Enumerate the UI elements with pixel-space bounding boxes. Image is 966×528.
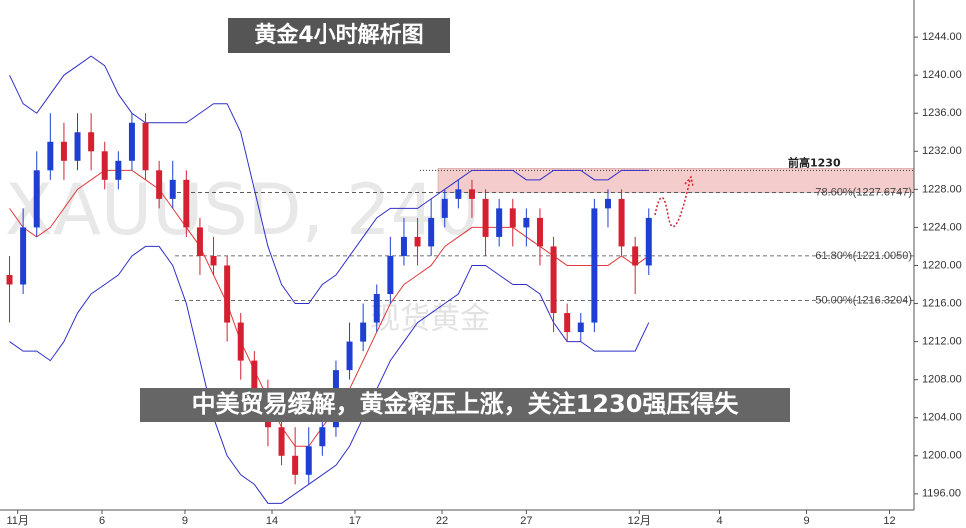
candle-body <box>33 170 40 228</box>
candle-body <box>169 179 176 199</box>
x-tick-label: 9 <box>803 515 809 527</box>
candle-body <box>196 227 203 256</box>
candle-body <box>387 255 394 295</box>
candle-body <box>577 322 584 333</box>
candle-body <box>604 198 611 209</box>
forecast-arrow <box>684 175 694 187</box>
watermark: 现货黄金 <box>370 302 490 337</box>
resistance-label: 前高1230 <box>788 155 841 169</box>
x-tick-label: 12 <box>883 515 895 527</box>
candle-body <box>74 132 81 161</box>
y-tick-label: 1204.00 <box>922 412 962 424</box>
candle-body <box>428 217 435 247</box>
candle-body <box>455 189 462 199</box>
candle-body <box>523 217 530 228</box>
y-tick-label: 1228.00 <box>922 183 962 195</box>
y-tick-label: 1216.00 <box>922 297 962 309</box>
candle-body <box>400 236 407 256</box>
candle-body <box>550 246 557 314</box>
candle-body <box>618 198 625 247</box>
candle-body <box>278 427 285 456</box>
candle-body <box>47 141 54 171</box>
candle-body <box>482 198 489 237</box>
candle-body <box>414 236 421 247</box>
y-tick-label: 1244.00 <box>922 31 962 43</box>
candle-body <box>509 208 516 228</box>
candle-body <box>632 246 639 266</box>
y-tick-label: 1220.00 <box>922 259 962 271</box>
watermark: XAUUSD, 240 <box>5 169 480 251</box>
candle-body <box>346 341 353 371</box>
background-layer: XAUUSD, 240 现货黄金 <box>5 168 915 337</box>
candle-body <box>360 322 367 342</box>
subtitle-box <box>140 388 790 422</box>
candle-body <box>210 255 217 266</box>
chart-subtitle: 中美贸易缓解，黄金释压上涨，关注1230强压得失 <box>192 390 740 418</box>
candle-body <box>305 446 312 475</box>
candle-body <box>468 189 475 199</box>
y-tick-label: 1240.00 <box>922 69 962 81</box>
band-line <box>9 55 649 305</box>
x-tick-label: 22 <box>436 515 448 527</box>
candle-body <box>156 170 163 199</box>
y-tick-label: 1232.00 <box>922 145 962 157</box>
fib-label: 50.00%(1216.3204) <box>815 294 912 306</box>
band-line <box>9 245 650 504</box>
candle-body <box>536 217 543 247</box>
candle-body <box>564 313 571 333</box>
y-tick-label: 1236.00 <box>922 107 962 119</box>
x-tick-label: 6 <box>99 515 105 527</box>
candle-body <box>128 122 135 161</box>
candle-body <box>115 160 122 180</box>
fib-label: 61.80%(1221.0050) <box>815 250 912 262</box>
candle-body <box>496 208 503 237</box>
candle-body <box>251 360 258 399</box>
candle-body <box>142 122 149 171</box>
x-tick-label: 17 <box>349 515 361 527</box>
x-tick-label: 14 <box>266 515 278 527</box>
candle-body <box>441 198 448 218</box>
y-tick-label: 1212.00 <box>922 335 962 347</box>
y-tick-label: 1208.00 <box>922 374 962 386</box>
candle-body <box>101 151 108 180</box>
x-tick-label: 9 <box>182 515 188 527</box>
candle-body <box>88 132 95 152</box>
title-box <box>228 18 450 53</box>
candle-body <box>224 265 231 323</box>
candle-body <box>591 208 598 323</box>
x-tick-label: 12月 <box>628 515 651 527</box>
candle-body <box>373 294 380 323</box>
candle-body <box>60 141 67 161</box>
candle-body <box>183 179 190 228</box>
candle-body <box>6 274 13 285</box>
y-tick-label: 1224.00 <box>922 221 962 233</box>
y-tick-label: 1196.00 <box>922 488 961 500</box>
x-tick-label: 11月 <box>6 515 28 527</box>
fib-label: 78.60%(1227.6747) <box>815 186 912 198</box>
candle-body <box>20 227 27 285</box>
x-tick-label: 4 <box>716 515 722 527</box>
y-tick-label: 1200.00 <box>922 450 962 462</box>
marks-layer <box>6 55 652 504</box>
candle-body <box>237 322 244 361</box>
candle-body <box>319 427 326 447</box>
x-tick-label: 27 <box>520 515 532 527</box>
candle-body <box>292 455 299 475</box>
chart-title: 黄金4小时解析图 <box>254 22 423 48</box>
candle-body <box>645 217 652 266</box>
